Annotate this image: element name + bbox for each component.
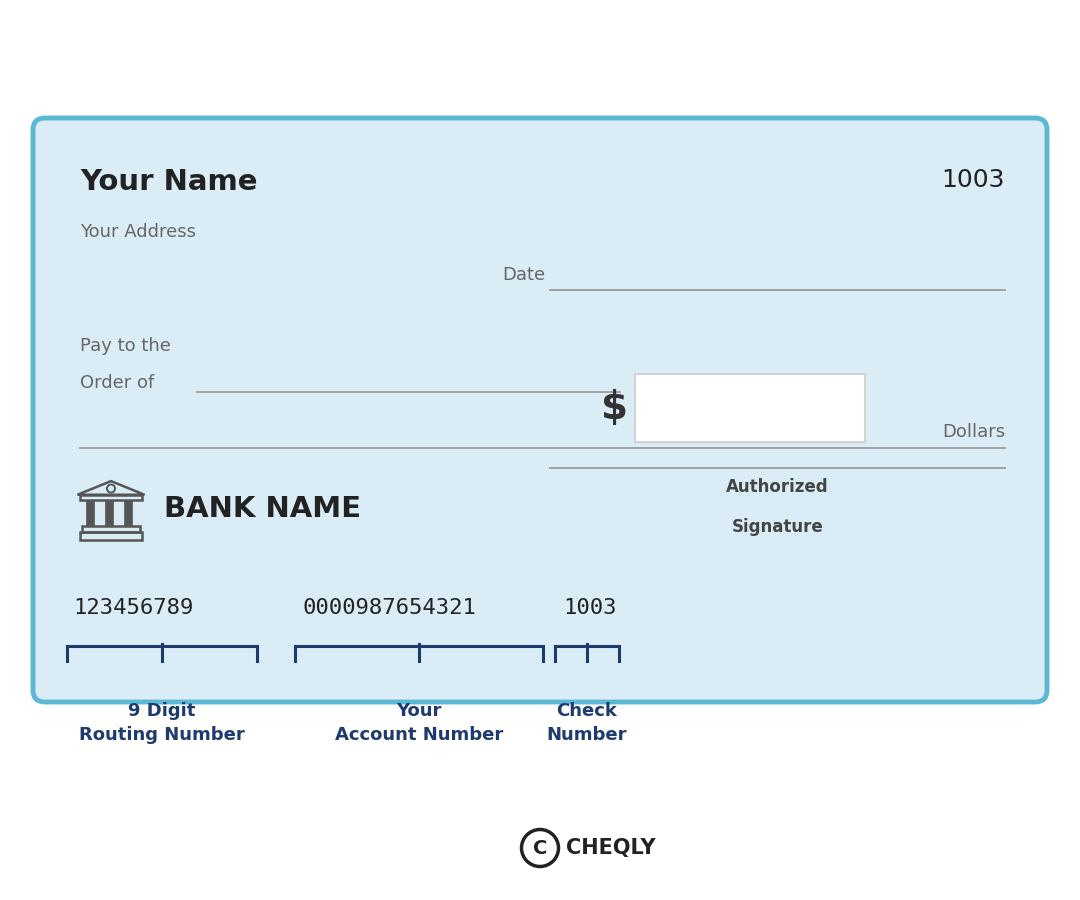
Text: Authorized: Authorized [726, 478, 828, 496]
Text: Your Address: Your Address [80, 223, 195, 241]
Bar [82, 526, 139, 532]
Text: Dollars: Dollars [942, 423, 1005, 441]
Bar [85, 500, 94, 526]
Text: 0000987654321: 0000987654321 [303, 598, 477, 618]
Bar [105, 500, 113, 526]
Text: Order of: Order of [80, 374, 154, 392]
Text: Your Name: Your Name [80, 168, 257, 196]
Bar [80, 495, 141, 500]
Text: Date: Date [502, 266, 545, 284]
Text: Pay to the: Pay to the [80, 337, 171, 355]
Text: Signature: Signature [731, 518, 823, 536]
Text: 9 Digit
Routing Number: 9 Digit Routing Number [79, 702, 245, 743]
Text: 1003: 1003 [563, 598, 617, 618]
Text: 123456789: 123456789 [73, 598, 193, 618]
Text: $: $ [602, 389, 629, 427]
Text: BANK NAME: BANK NAME [164, 495, 361, 523]
Text: 1003: 1003 [942, 168, 1005, 192]
Text: C: C [532, 839, 548, 858]
Text: CHEQLY: CHEQLY [566, 838, 656, 858]
Text: Check
Number: Check Number [546, 702, 627, 743]
Bar [635, 374, 865, 442]
Text: Your
Account Number: Your Account Number [335, 702, 503, 743]
Bar [124, 500, 132, 526]
Bar [80, 532, 141, 540]
FancyBboxPatch shape [33, 118, 1047, 702]
